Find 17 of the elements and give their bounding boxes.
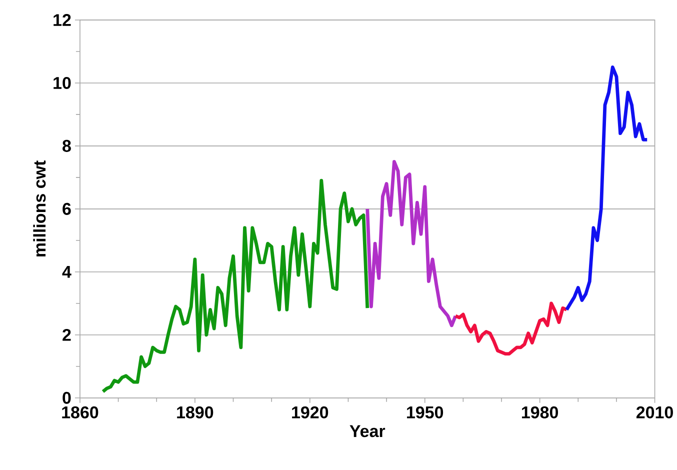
y-tick-label: 12 [54,14,71,26]
y-tick-label: 2 [62,329,71,341]
x-tick-label: 1950 [407,406,444,418]
x-tick-label: 2010 [636,406,673,418]
y-axis-title: millions cwt [33,160,46,257]
x-tick-label: 1920 [292,406,328,418]
y-tick-label: 8 [62,140,71,152]
y-tick-label: 0 [62,392,71,404]
y-tick-label: 4 [62,266,72,278]
line-series [101,178,370,394]
y-tick-label: 6 [62,202,71,216]
x-tick-label: 1980 [522,406,558,418]
x-tick-label: 1890 [177,406,214,418]
x-tick-label: 1860 [62,406,98,418]
line-series [564,66,649,312]
x-axis-title: Year [350,425,386,438]
y-tick-label: 10 [54,77,71,90]
